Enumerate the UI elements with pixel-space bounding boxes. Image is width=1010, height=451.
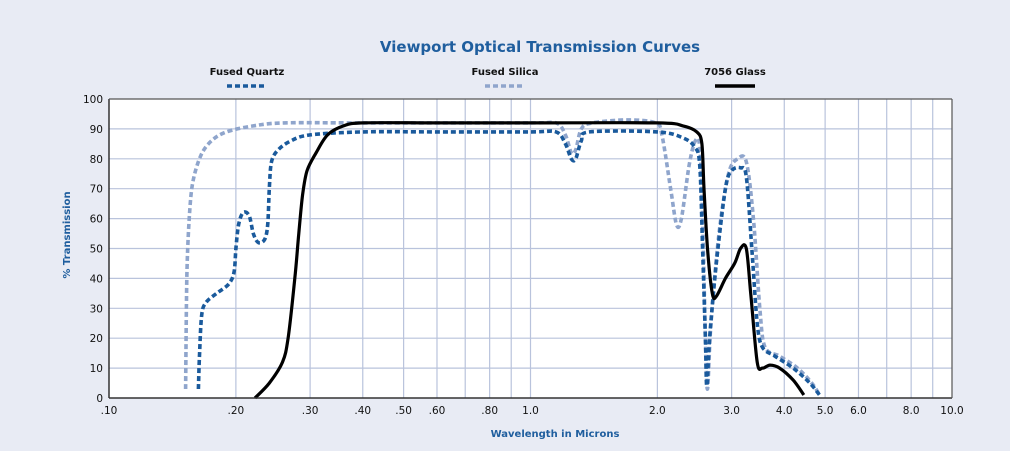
x-tick-label: .30 (302, 405, 319, 417)
plot-frame (108, 98, 953, 399)
x-tick-label: 1.0 (522, 405, 539, 417)
x-axis-label: Wavelength in Microns (491, 429, 620, 440)
y-tick-label: 20 (90, 333, 103, 345)
y-axis-ticks: 0 10 20 30 40 50 60 70 80 90 100 (83, 94, 103, 405)
chart-title: Viewport Optical Transmission Curves (380, 38, 700, 56)
y-tick-label: 80 (90, 154, 103, 166)
y-tick-label: 60 (90, 214, 103, 226)
y-tick-label: 70 (90, 184, 103, 196)
x-tick-label: .10 (101, 405, 118, 417)
x-axis-ticks: .10 .20 .30 .40 .50 .60 .80 1.0 2.0 3.0 4.0 5.0 6.0 8… (101, 405, 964, 417)
legend-item: Fused Silica (472, 67, 539, 88)
y-tick-label: 40 (90, 273, 103, 285)
series-lines (183, 118, 822, 400)
x-tick-label: .80 (481, 405, 498, 417)
y-tick-label: 90 (90, 124, 103, 136)
series-line-fused-silica (183, 118, 822, 396)
series-line-fused-quartz (196, 129, 821, 397)
x-tick-label: 5.0 (817, 405, 834, 417)
y-tick-label: 10 (90, 363, 103, 375)
y-tick-label: 30 (90, 303, 103, 315)
y-tick-label: 50 (90, 244, 103, 256)
x-tick-label: .50 (395, 405, 412, 417)
x-tick-label: 8.0 (903, 405, 920, 417)
legend-item: 7056 Glass (704, 67, 766, 88)
x-tick-label: 6.0 (850, 405, 867, 417)
x-tick-label: .60 (429, 405, 446, 417)
legend-label: Fused Silica (472, 67, 539, 78)
x-tick-label: 10.0 (940, 405, 963, 417)
y-tick-label: 0 (96, 393, 103, 405)
y-axis-label: % Transmission (62, 191, 73, 278)
series-line-7056-glass (253, 121, 806, 400)
legend-label: Fused Quartz (210, 67, 285, 78)
legend-item: Fused Quartz (210, 67, 285, 88)
x-tick-label: 4.0 (776, 405, 793, 417)
y-tick-label: 100 (83, 94, 103, 106)
legend: Fused Quartz Fused Silica 7056 Glass (210, 67, 766, 88)
x-tick-label: .40 (354, 405, 371, 417)
x-tick-label: 2.0 (649, 405, 666, 417)
legend-label: 7056 Glass (704, 67, 766, 78)
x-tick-label: 3.0 (723, 405, 740, 417)
gridlines (109, 99, 952, 398)
x-tick-label: .20 (228, 405, 245, 417)
